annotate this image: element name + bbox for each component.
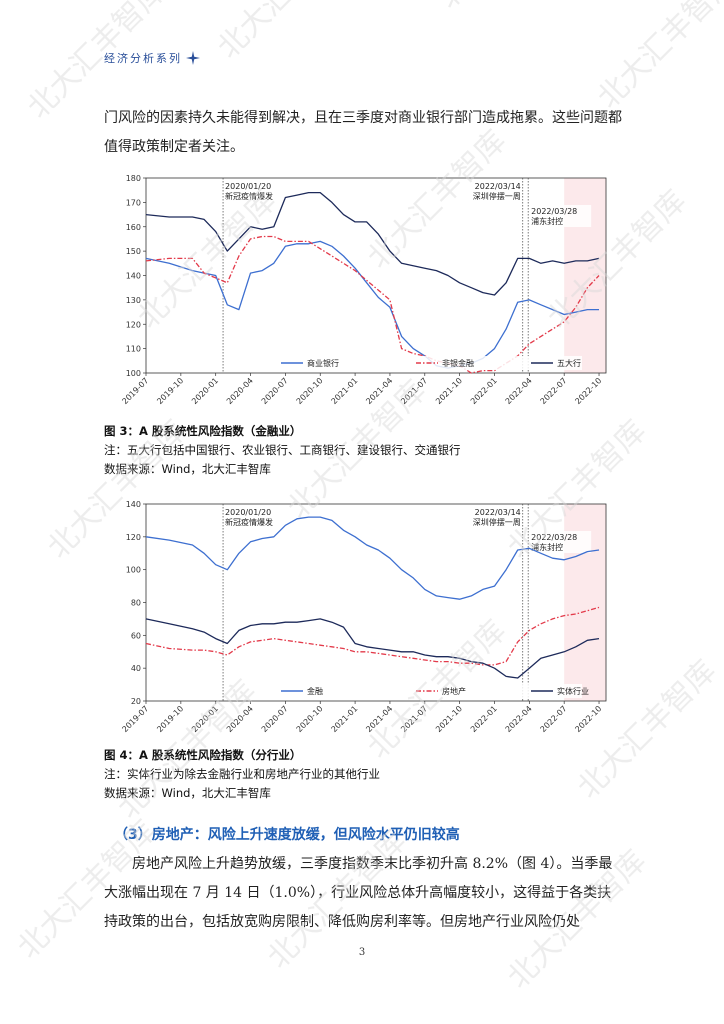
chart-financial-risk: 100 110 120 130 140 150 160 170 180 2019-07 2019-1… [120, 174, 607, 406]
y-tick-label: 60 [131, 631, 141, 640]
event-label: 浦东封控 [531, 542, 563, 552]
x-tick-label: 2021-07 [399, 704, 429, 734]
event-label-bg [530, 531, 592, 553]
figure-3-title: 图 3：A 股系统性风险指数（金融业） [104, 424, 302, 438]
y-tick-label: 140 [126, 272, 141, 281]
x-tick-label: 2020-10 [295, 376, 325, 406]
series-line-房地产 [145, 606, 600, 666]
y-tick-label: 80 [131, 599, 141, 608]
x-tick-label: 2021-04 [364, 376, 394, 406]
event-label: 浦东封控 [531, 216, 563, 226]
section-title: （3）房地产：风险上升速度放缓，但风险水平仍旧较高 [114, 827, 460, 843]
legend-label: 非银金融 [442, 358, 474, 368]
star-icon [186, 51, 200, 65]
x-tick-label: 2020-01 [190, 704, 220, 734]
x-tick-label: 2022-10 [573, 376, 603, 406]
x-tick-label: 2020-07 [260, 704, 290, 734]
event-label: 深圳停摆一周 [473, 191, 521, 201]
x-tick-label: 2019-07 [120, 704, 150, 734]
series-line-金融 [145, 516, 600, 600]
watermark-text: 北大汇丰智库 [431, 0, 583, 16]
event-date: 2022/03/28 [531, 533, 577, 542]
series-line-非银金融 [145, 235, 600, 374]
legend-label: 五大行 [557, 358, 581, 368]
legend-label: 商业银行 [307, 358, 339, 368]
page-number: 3 [358, 947, 366, 958]
x-tick-label: 2020-10 [295, 704, 325, 734]
x-tick-label: 2021-01 [329, 376, 359, 406]
figure-4-note: 注：实体行业为除去金融行业和房地产行业的其他行业 [104, 767, 380, 781]
event-label: 深圳停摆一周 [473, 517, 521, 527]
paragraph-bottom: 房地产风险上升趋势放缓，三季度指数季末比季初升高 8.2%（图 4）。当季最大涨… [104, 856, 613, 930]
x-tick-label: 2019-10 [155, 704, 185, 734]
y-tick-label: 160 [126, 223, 141, 232]
x-tick-label: 2019-10 [155, 376, 185, 406]
y-tick-label: 100 [126, 369, 141, 378]
x-tick-label: 2021-10 [434, 376, 464, 406]
y-tick-label: 130 [126, 296, 141, 305]
x-tick-label: 2020-04 [225, 376, 255, 406]
x-tick-label: 2020-04 [225, 704, 255, 734]
series-line-五大行 [145, 191, 600, 296]
x-tick-label: 2022-01 [469, 704, 499, 734]
figure-3-source: 数据来源：Wind，北大汇丰智库 [104, 462, 271, 476]
figure-3-caption: 图 3：A 股系统性风险指数（金融业） 注：五大行包括中国银行、农业银行、工商银… [104, 422, 461, 479]
y-tick-label: 120 [126, 320, 141, 329]
event-label-bg [460, 180, 522, 202]
y-tick-label: 140 [126, 500, 141, 509]
event-label-bg [530, 205, 592, 227]
x-tick-label: 2022-04 [504, 376, 534, 406]
x-tick-label: 2022-01 [469, 376, 499, 406]
event-label-bg [224, 180, 286, 202]
figure-3-note: 注：五大行包括中国银行、农业银行、工商银行、建设银行、交通银行 [104, 443, 461, 457]
series-line-实体行业 [145, 618, 600, 679]
series-line-商业银行 [145, 240, 599, 369]
watermark-text: 北大汇丰智库 [211, 0, 363, 66]
event-label: 新冠疫情爆发 [225, 517, 273, 527]
event-date: 2022/03/14 [475, 182, 521, 191]
y-tick-label: 150 [126, 247, 141, 256]
legend-label: 房地产 [442, 686, 466, 696]
x-tick-label: 2020-07 [260, 376, 290, 406]
y-tick-label: 120 [126, 533, 141, 542]
x-tick-label: 2021-01 [329, 704, 359, 734]
x-tick-label: 2021-04 [364, 704, 394, 734]
event-date: 2020/01/20 [225, 182, 271, 191]
legend-label: 实体行业 [557, 686, 589, 696]
y-tick-label: 20 [131, 697, 141, 706]
x-tick-label: 2022-10 [573, 704, 603, 734]
running-header: 经济分析系列 [104, 50, 200, 66]
y-tick-label: 170 [126, 198, 141, 207]
y-tick-label: 100 [126, 566, 141, 575]
y-tick-label: 40 [131, 664, 141, 673]
x-tick-label: 2022-07 [539, 376, 569, 406]
x-tick-label: 2021-07 [399, 376, 429, 406]
legend-label: 金融 [307, 686, 323, 696]
event-date: 2022/03/14 [475, 508, 521, 517]
x-tick-label: 2022-07 [539, 704, 569, 734]
figure-4-caption: 图 4：A 股系统性风险指数（分行业） 注：实体行业为除去金融行业和房地产行业的… [104, 746, 380, 803]
event-label-bg [460, 506, 522, 528]
x-tick-label: 2020-01 [190, 376, 220, 406]
event-label: 新冠疫情爆发 [225, 191, 273, 201]
x-tick-label: 2021-10 [434, 704, 464, 734]
y-tick-label: 180 [126, 174, 141, 183]
y-tick-label: 110 [126, 345, 141, 354]
figure-4-source: 数据来源：Wind，北大汇丰智库 [104, 786, 271, 800]
event-label-bg [224, 506, 286, 528]
paragraph-top: 门风险的因素持久未能得到解决，且在三季度对商业银行部门造成拖累。这些问题都值得政… [104, 110, 622, 155]
event-date: 2020/01/20 [225, 508, 271, 517]
event-date: 2022/03/28 [531, 207, 577, 216]
series-title: 经济分析系列 [104, 52, 182, 65]
x-tick-label: 2019-07 [120, 376, 150, 406]
x-tick-label: 2022-04 [504, 704, 534, 734]
figure-4-title: 图 4：A 股系统性风险指数（分行业） [104, 748, 302, 762]
watermark-text: 北大汇丰智库 [591, 0, 724, 116]
